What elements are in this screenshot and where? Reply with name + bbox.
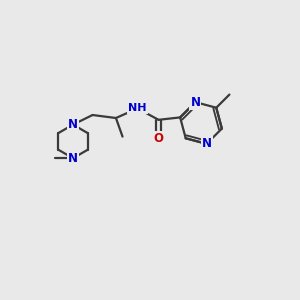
Text: O: O bbox=[154, 132, 164, 145]
Text: N: N bbox=[202, 137, 212, 150]
Text: N: N bbox=[68, 118, 78, 131]
Text: N: N bbox=[68, 152, 78, 165]
Text: NH: NH bbox=[128, 103, 147, 113]
Text: N: N bbox=[190, 96, 200, 109]
